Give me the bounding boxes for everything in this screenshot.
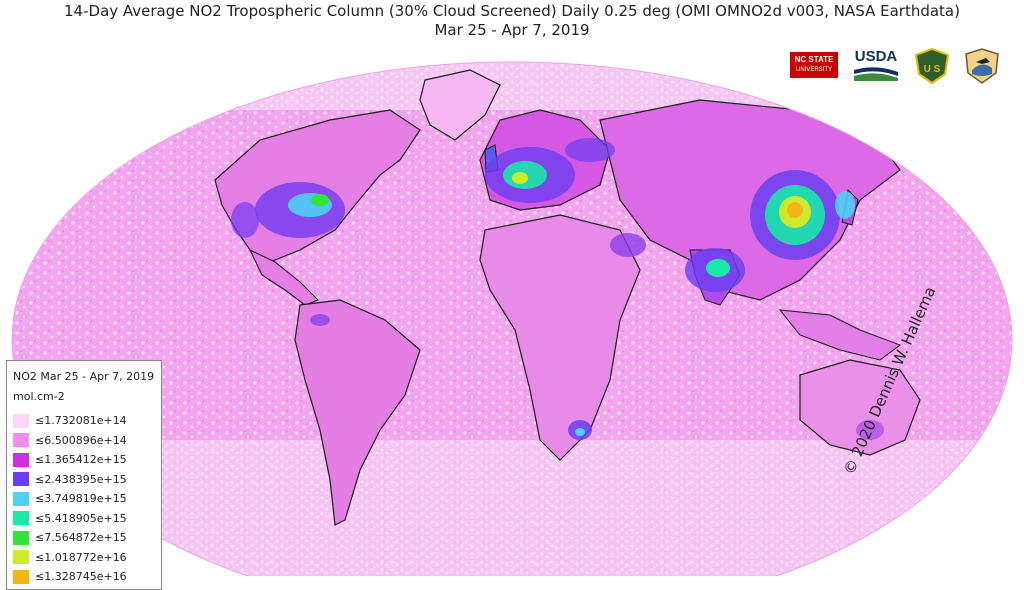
legend: NO2 Mar 25 - Apr 7, 2019 mol.cm-2 ≤1.732… <box>6 360 162 590</box>
legend-label: ≤1.328745e+16 <box>35 570 127 584</box>
legend-entry: ≤6.500896e+14 <box>13 431 161 451</box>
legend-entry: ≤1.328745e+16 <box>13 567 161 587</box>
fws-logo <box>964 48 1000 84</box>
legend-swatch <box>13 472 29 487</box>
ncstate-logo-name: NC STATE <box>794 55 834 64</box>
legend-label: ≤1.732081e+14 <box>35 414 127 428</box>
legend-rows: ≤1.732081e+14 ≤6.500896e+14 ≤1.365412e+15 ≤… <box>13 411 161 587</box>
legend-swatch <box>13 413 29 428</box>
usda-wave-icon <box>854 67 898 81</box>
legend-swatch <box>13 511 29 526</box>
hotspots <box>231 138 884 440</box>
legend-swatch <box>13 452 29 467</box>
legend-label: ≤5.418905e+15 <box>35 511 127 525</box>
legend-label: ≤6.500896e+14 <box>35 433 127 447</box>
map-title: 14-Day Average NO2 Tropospheric Column (… <box>64 2 960 20</box>
legend-label: ≤1.018772e+16 <box>35 550 127 564</box>
legend-unit: mol.cm-2 <box>13 390 65 403</box>
legend-label: ≤2.438395e+15 <box>35 472 127 486</box>
legend-title: NO2 Mar 25 - Apr 7, 2019 <box>13 370 155 383</box>
map-subtitle: Mar 25 - Apr 7, 2019 <box>434 21 590 39</box>
legend-swatch <box>13 433 29 448</box>
legend-entry: ≤1.732081e+14 <box>13 411 161 431</box>
forest-service-logo: U S <box>914 47 950 85</box>
legend-label: ≤3.749819e+15 <box>35 492 127 506</box>
legend-swatch <box>13 550 29 565</box>
legend-swatch <box>13 569 29 584</box>
legend-swatch <box>13 530 29 545</box>
world-map <box>11 61 1013 576</box>
ncstate-logo-sub: UNIVERSITY <box>795 67 832 73</box>
usda-logo: USDA <box>852 48 900 84</box>
legend-label: ≤7.564872e+15 <box>35 531 127 545</box>
legend-entry: ≤5.418905e+15 <box>13 509 161 529</box>
ncstate-logo: NC STATE UNIVERSITY <box>790 52 838 78</box>
legend-entry: ≤3.749819e+15 <box>13 489 161 509</box>
legend-swatch <box>13 491 29 506</box>
legend-label: ≤1.365412e+15 <box>35 453 127 467</box>
legend-entry: ≤1.365412e+15 <box>13 450 161 470</box>
legend-entry: ≤1.018772e+16 <box>13 548 161 568</box>
forest-service-logo-text: U S <box>924 64 941 75</box>
usda-logo-text: USDA <box>854 48 898 65</box>
legend-entry: ≤2.438395e+15 <box>13 470 161 490</box>
legend-entry: ≤7.564872e+15 <box>13 528 161 548</box>
